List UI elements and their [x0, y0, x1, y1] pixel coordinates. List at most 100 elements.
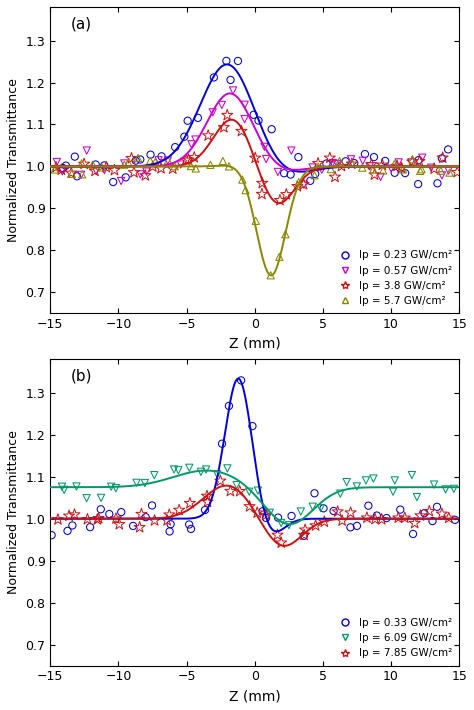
Point: [109, 176, 117, 187]
Point: [446, 167, 454, 178]
Point: [329, 158, 337, 169]
Point: [219, 155, 227, 167]
Point: [174, 464, 182, 476]
Point: [71, 151, 79, 163]
Point: [182, 154, 190, 165]
Point: [266, 507, 273, 518]
Point: [409, 153, 416, 165]
Point: [225, 160, 233, 172]
Point: [246, 486, 253, 498]
Point: [134, 153, 142, 164]
Point: [426, 506, 433, 517]
Point: [323, 158, 330, 169]
Point: [164, 155, 172, 166]
Point: [237, 375, 245, 386]
Point: [274, 166, 282, 178]
Point: [445, 165, 452, 176]
Point: [310, 488, 318, 499]
Point: [77, 169, 85, 180]
Point: [111, 165, 118, 176]
Point: [62, 160, 70, 171]
Point: [120, 158, 128, 169]
Point: [348, 158, 356, 169]
Point: [373, 510, 381, 521]
Point: [142, 170, 149, 181]
Point: [186, 498, 194, 509]
Point: [233, 479, 240, 491]
Point: [434, 178, 441, 189]
Point: [116, 519, 123, 530]
Point: [347, 153, 355, 165]
Point: [201, 504, 209, 515]
Point: [254, 485, 262, 496]
Point: [416, 165, 424, 177]
Point: [172, 141, 179, 153]
Point: [366, 160, 374, 172]
Point: [255, 115, 262, 126]
Point: [314, 158, 322, 169]
Point: [95, 513, 102, 524]
Point: [218, 99, 226, 111]
Point: [369, 164, 377, 175]
Point: [181, 131, 188, 142]
Point: [137, 154, 144, 165]
Point: [283, 189, 290, 200]
Point: [438, 170, 446, 181]
Point: [53, 156, 61, 168]
Point: [158, 151, 165, 162]
Point: [371, 169, 378, 180]
Point: [204, 496, 211, 508]
Point: [129, 520, 137, 532]
Point: [414, 178, 422, 190]
Point: [65, 510, 73, 522]
Point: [125, 157, 132, 168]
Point: [450, 484, 458, 495]
Point: [185, 519, 193, 530]
Point: [311, 168, 319, 180]
Point: [337, 160, 345, 172]
Point: [416, 155, 423, 167]
Point: [445, 512, 453, 523]
Legend: Ip = 0.23 GW/cm², Ip = 0.57 GW/cm², Ip = 3.8 GW/cm², Ip = 5.7 GW/cm²: Ip = 0.23 GW/cm², Ip = 0.57 GW/cm², Ip =…: [333, 248, 454, 308]
Point: [223, 55, 230, 67]
Point: [151, 156, 159, 168]
Point: [237, 126, 245, 137]
Point: [197, 466, 205, 478]
Point: [276, 195, 284, 206]
Point: [184, 115, 191, 126]
Point: [396, 504, 404, 515]
Point: [259, 506, 266, 517]
Point: [143, 166, 150, 178]
Point: [401, 168, 409, 179]
Point: [142, 511, 149, 523]
Point: [118, 506, 125, 518]
Point: [164, 155, 172, 166]
Point: [417, 510, 424, 521]
Point: [132, 155, 139, 166]
Point: [379, 165, 387, 176]
Point: [301, 530, 308, 541]
Point: [343, 476, 350, 488]
Point: [89, 159, 97, 170]
Y-axis label: Normalized Transmittance: Normalized Transmittance: [7, 78, 20, 242]
Point: [370, 473, 377, 484]
Point: [78, 158, 85, 169]
Point: [258, 188, 266, 200]
Point: [433, 501, 441, 513]
Point: [437, 165, 445, 176]
Point: [78, 168, 86, 180]
Point: [389, 486, 397, 497]
Point: [438, 153, 446, 164]
Point: [242, 185, 249, 196]
Point: [326, 152, 334, 163]
Point: [73, 170, 81, 182]
Point: [83, 493, 91, 504]
Point: [338, 515, 346, 526]
Point: [86, 521, 94, 532]
Point: [217, 475, 224, 486]
Point: [194, 112, 202, 124]
Point: [331, 158, 338, 169]
Point: [73, 481, 80, 492]
Point: [439, 152, 447, 163]
Point: [133, 477, 140, 488]
